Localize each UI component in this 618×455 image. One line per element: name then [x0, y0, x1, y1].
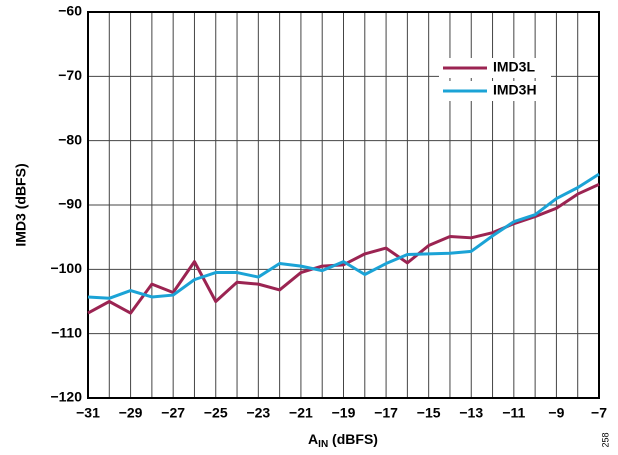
y-tick-label: −90 [58, 196, 82, 212]
x-tick-label: −31 [76, 405, 100, 421]
x-tick-label: −29 [119, 405, 143, 421]
x-tick-label: −13 [459, 405, 483, 421]
x-tick-label: −7 [591, 405, 607, 421]
x-axis-label-sub: IN [318, 439, 328, 450]
y-tick-label: −110 [51, 324, 82, 340]
x-tick-label: −21 [289, 405, 313, 421]
figure-note: 258 [600, 432, 610, 447]
x-tick-label: −11 [502, 405, 525, 421]
data-line [87, 183, 600, 315]
legend-bg [439, 58, 551, 78]
x-axis-label-rest: (dBFS) [328, 431, 378, 447]
x-tick-label: −15 [417, 405, 441, 421]
x-tick-label: −23 [246, 405, 270, 421]
legend-bg [439, 81, 551, 101]
x-axis-label: AIN (dBFS) [308, 431, 378, 450]
y-tick-label: −60 [58, 3, 82, 19]
x-tick-label: −25 [204, 405, 228, 421]
data-line [87, 172, 600, 300]
x-tick-label: −9 [548, 405, 564, 421]
y-tick-label: −100 [50, 260, 82, 276]
plot-frame [87, 11, 600, 399]
x-tick-label: −17 [374, 405, 398, 421]
x-axis-label-main: A [308, 431, 318, 447]
x-tick-label: −27 [161, 405, 185, 421]
y-axis-label: IMD3 (dBFS) [13, 163, 29, 246]
legend-label: IMD3H [493, 82, 537, 98]
x-tick-label: −19 [332, 405, 356, 421]
y-tick-label: −80 [58, 131, 82, 147]
legend-label: IMD3L [493, 59, 535, 75]
y-tick-label: −70 [58, 67, 82, 83]
y-tick-label: −120 [50, 389, 82, 405]
